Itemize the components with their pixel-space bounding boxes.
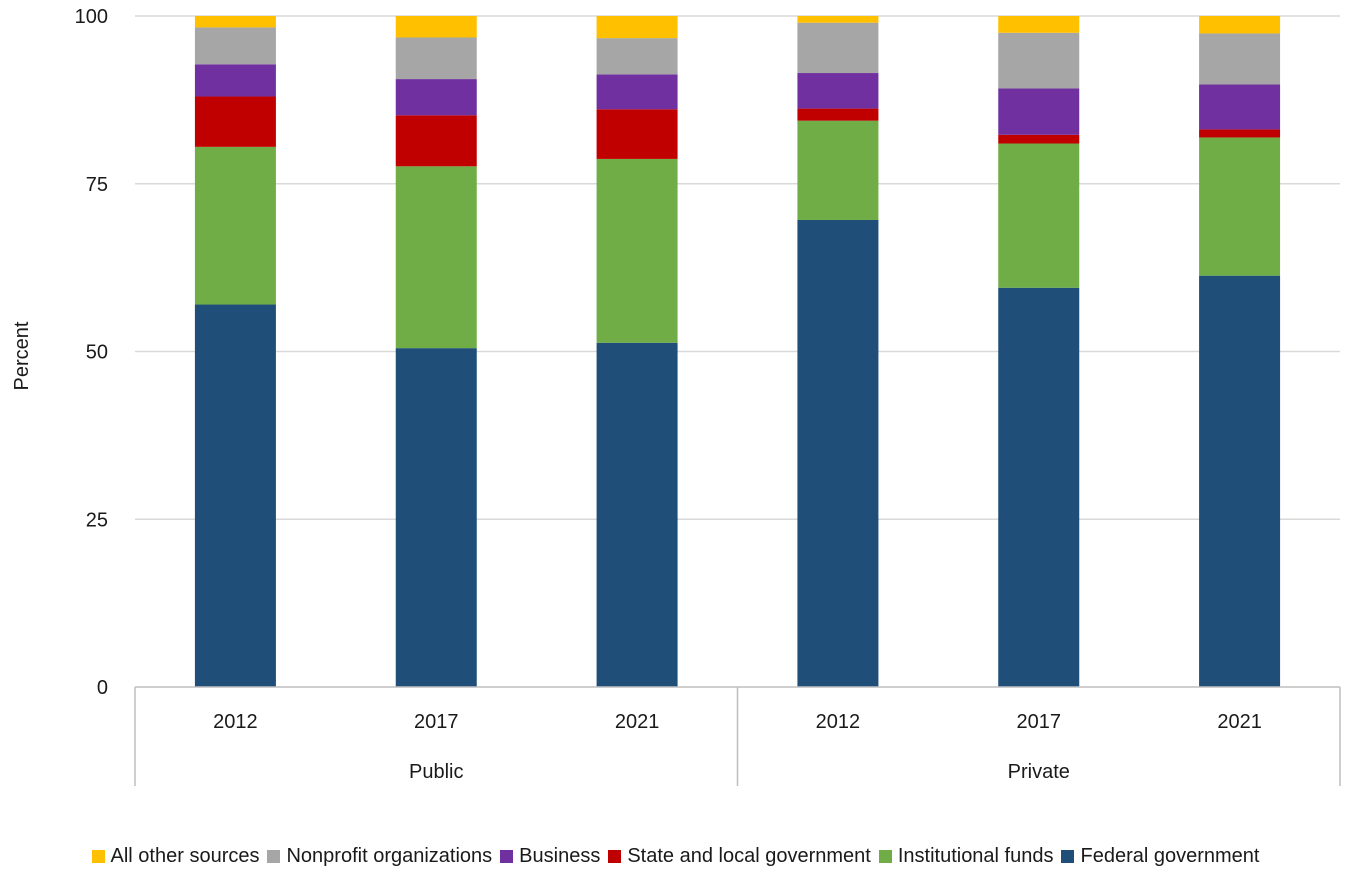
legend-label: Federal government [1080, 844, 1260, 867]
x-group-label: Private [1008, 761, 1070, 783]
bar-segment [194, 146, 276, 305]
legend-swatch [1061, 849, 1075, 863]
legend-label: State and local government [627, 844, 871, 867]
legend-label: Institutional funds [897, 844, 1054, 867]
bar-segment [596, 342, 678, 687]
legend-item: All other sources [91, 844, 260, 868]
y-tick-label: 50 [86, 342, 108, 364]
legend-swatch [608, 849, 622, 863]
bar-segment [194, 96, 276, 147]
legend-label: All other sources [110, 844, 260, 867]
x-tick-label: 2012 [816, 711, 861, 733]
legend-item: State and local government [608, 845, 871, 868]
bar-segment [1199, 33, 1281, 85]
bar-segment [797, 108, 879, 121]
bar-segment [998, 287, 1080, 687]
bar-segment [797, 16, 879, 23]
legend-swatch [878, 849, 892, 863]
y-tick-label: 100 [75, 6, 108, 28]
bar-segment [797, 120, 879, 220]
bar-segment [998, 16, 1080, 33]
bar-segment [1199, 129, 1281, 138]
bar-segment [194, 304, 276, 687]
bar-segment [395, 166, 477, 349]
bar-segment [596, 38, 678, 75]
bar-segment [998, 32, 1080, 89]
bar-segment [998, 134, 1080, 144]
bar-segment [998, 88, 1080, 135]
bar-segment [1199, 84, 1281, 130]
bar-segment [596, 158, 678, 343]
bar-segment [395, 37, 477, 80]
bar-segment [395, 115, 477, 167]
bar-segment [194, 16, 276, 28]
x-tick-labels: 2012 2017 2021 2012 2017 2021 Public Private [213, 711, 1262, 783]
bar-segment [797, 219, 879, 687]
x-tick-label: 2017 [414, 711, 459, 733]
legend-swatch [500, 849, 514, 863]
bar-segment [596, 74, 678, 110]
x-tick-label: 2021 [1217, 711, 1262, 733]
legend: All other sources Nonprofit organizations… [0, 840, 1351, 872]
legend-item: Business [500, 845, 600, 868]
x-tick-label: 2017 [1017, 711, 1062, 733]
legend-label: Business [519, 844, 601, 867]
bar-segment [395, 348, 477, 687]
bar-segment [797, 73, 879, 109]
legend-swatch [91, 849, 105, 863]
y-tick-label: 75 [86, 174, 108, 196]
bar-segment [998, 143, 1080, 288]
bar-segment [797, 22, 879, 74]
axes [134, 686, 1341, 786]
bar-segment [1199, 275, 1281, 687]
bar-segment [395, 16, 477, 38]
x-group-label: Public [409, 761, 463, 783]
y-tick-labels: 0 25 50 75 100 [75, 6, 108, 699]
bar-segment [596, 109, 678, 159]
legend-swatch [267, 849, 281, 863]
y-tick-label: 0 [97, 677, 108, 699]
y-axis-label: Percent [11, 321, 33, 390]
bar-segment [1199, 16, 1281, 34]
gridlines [135, 15, 1340, 520]
bar-segment [194, 64, 276, 97]
bar-segment [596, 16, 678, 39]
bar-segment [1199, 137, 1281, 276]
x-tick-label: 2021 [615, 711, 660, 733]
legend-item: Nonprofit organizations [267, 845, 492, 868]
bar-segment [395, 79, 477, 116]
y-tick-label: 25 [86, 509, 108, 531]
legend-label: Nonprofit organizations [286, 844, 493, 867]
bar-segment [194, 27, 276, 65]
x-tick-label: 2012 [213, 711, 258, 733]
legend-item: Federal government [1061, 845, 1259, 868]
bar-area [194, 16, 1281, 687]
legend-item: Institutional funds [878, 844, 1054, 868]
